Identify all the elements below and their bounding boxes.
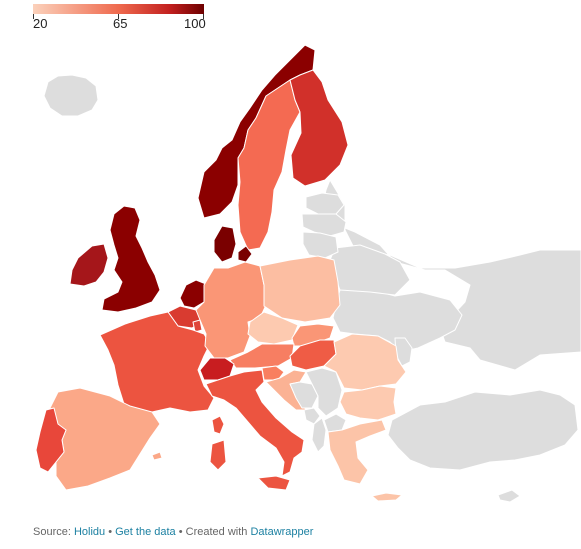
country-ireland[interactable]: [69, 243, 109, 287]
country-romania[interactable]: [323, 333, 407, 391]
country-russia[interactable]: [321, 179, 581, 371]
country-germany[interactable]: [195, 261, 267, 359]
legend-max-label: 100: [184, 16, 206, 31]
country-belarus[interactable]: [329, 244, 411, 296]
country-serbia[interactable]: [305, 367, 343, 417]
footer-separator: •: [105, 526, 116, 538]
country-sweden[interactable]: [237, 79, 301, 251]
country-united-kingdom[interactable]: [101, 205, 161, 313]
datawrapper-link[interactable]: Datawrapper: [250, 526, 314, 538]
country-ukraine[interactable]: [332, 289, 463, 353]
created-with-text: • Created with: [175, 526, 251, 538]
country-greece[interactable]: [327, 419, 403, 502]
country-latvia[interactable]: [301, 213, 347, 237]
legend-tick-min: [33, 14, 34, 19]
country-turkey[interactable]: [387, 389, 579, 471]
country-lithuania[interactable]: [302, 231, 339, 259]
europe-choropleth-map: [35, 44, 581, 503]
country-france[interactable]: [99, 311, 215, 413]
country-finland[interactable]: [289, 69, 349, 187]
country-luxembourg[interactable]: [192, 319, 203, 333]
legend-tick-mid: [118, 14, 119, 19]
country-portugal[interactable]: [35, 407, 67, 473]
country-switzerland[interactable]: [199, 357, 235, 381]
color-legend: 20 65 100: [33, 0, 206, 34]
get-the-data-link[interactable]: Get the data: [115, 526, 176, 538]
legend-mid-label: 65: [113, 16, 128, 31]
country-poland[interactable]: [259, 255, 341, 323]
country-italy[interactable]: [205, 369, 305, 491]
country-albania[interactable]: [311, 417, 327, 453]
country-bulgaria[interactable]: [339, 385, 397, 421]
legend-tick-max: [203, 14, 204, 19]
legend-min-label: 20: [33, 16, 48, 31]
country-denmark[interactable]: [213, 225, 253, 263]
country-austria[interactable]: [229, 343, 295, 369]
legend-gradient-bar: [33, 4, 204, 14]
country-iceland[interactable]: [43, 74, 99, 117]
country-cyprus[interactable]: [497, 489, 521, 503]
country-slovakia[interactable]: [291, 323, 335, 347]
country-montenegro[interactable]: [303, 407, 321, 425]
source-link-holidu[interactable]: Holidu: [73, 526, 106, 538]
country-estonia[interactable]: [305, 192, 345, 215]
source-prefix: Source:: [33, 526, 74, 538]
country-north-macedonia[interactable]: [323, 413, 347, 433]
country-bosnia[interactable]: [289, 381, 319, 409]
footer-credits: Source: Holidu • Get the data • Created …: [33, 526, 313, 538]
